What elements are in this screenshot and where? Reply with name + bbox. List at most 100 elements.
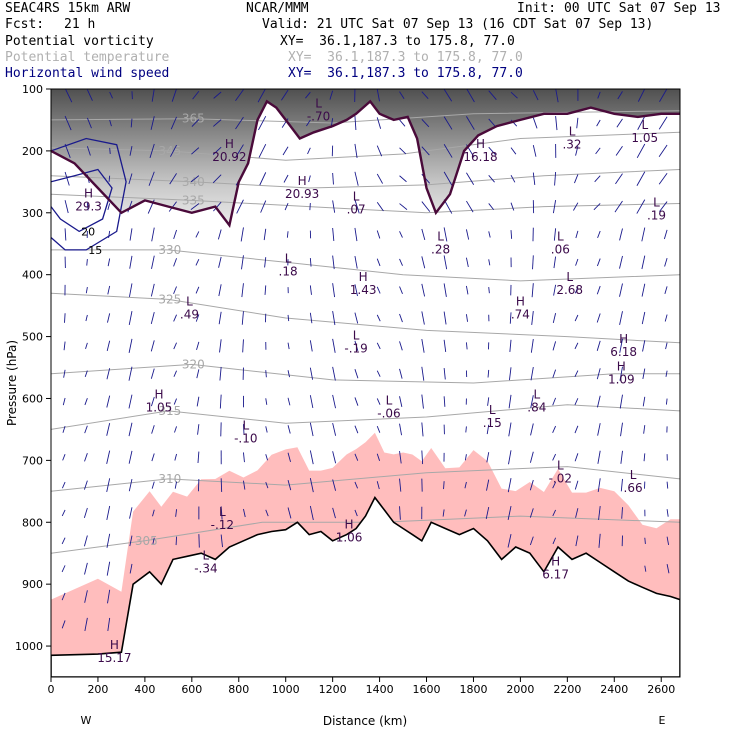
wind-vector bbox=[151, 227, 155, 242]
extremum-type: L bbox=[353, 329, 360, 343]
wind-vector bbox=[488, 203, 495, 211]
y-tick-label: 600 bbox=[22, 392, 43, 405]
wind-vector bbox=[354, 284, 358, 297]
wind-vector bbox=[574, 480, 579, 490]
y-tick-label: 700 bbox=[22, 454, 43, 467]
x-tick-label: 1400 bbox=[366, 683, 394, 696]
wind-vector bbox=[594, 175, 601, 183]
wind-vector bbox=[531, 310, 534, 326]
wind-vector bbox=[235, 116, 244, 130]
wind-vector bbox=[488, 287, 490, 294]
terrain-surface bbox=[51, 495, 680, 677]
wind-vector bbox=[151, 453, 155, 462]
wind-vector bbox=[332, 172, 334, 185]
wind-vector bbox=[659, 89, 668, 103]
wind-vector bbox=[576, 117, 579, 129]
wind-vector bbox=[443, 227, 448, 242]
wind-vector bbox=[265, 481, 269, 489]
wind-vector bbox=[129, 146, 133, 156]
wind-vector bbox=[574, 342, 579, 350]
wind-vector bbox=[287, 397, 291, 406]
wind-vector bbox=[464, 509, 467, 517]
theta-label-335: 335 bbox=[182, 193, 205, 207]
wind-vector bbox=[552, 200, 557, 214]
wind-vector bbox=[152, 537, 155, 544]
wind-vector bbox=[530, 423, 534, 436]
wind-vector bbox=[332, 255, 335, 270]
wind-vector bbox=[399, 91, 405, 99]
extremum-type: L bbox=[557, 459, 564, 473]
wind-vector bbox=[642, 368, 646, 379]
wind-vector bbox=[107, 203, 111, 210]
wind-vector bbox=[641, 227, 646, 242]
wind-vector bbox=[106, 450, 111, 464]
wind-vector bbox=[399, 231, 403, 238]
speed-label-15: 15 bbox=[88, 244, 102, 257]
extremum-value: .28 bbox=[431, 243, 450, 257]
wind-vector bbox=[465, 257, 469, 268]
wind-vector bbox=[552, 312, 557, 324]
wind-vector bbox=[354, 255, 358, 269]
wind-vector bbox=[217, 229, 222, 240]
speed-contour-20 bbox=[51, 168, 113, 233]
wind-vector bbox=[287, 370, 290, 378]
wind-vector bbox=[86, 202, 89, 211]
theta-label-340: 340 bbox=[182, 175, 205, 189]
wind-vector bbox=[243, 452, 245, 463]
extremum-value: -.10 bbox=[234, 431, 257, 445]
wind-vector bbox=[283, 174, 289, 183]
extremum-value: -.19 bbox=[344, 342, 367, 356]
wind-vector bbox=[195, 286, 200, 294]
theta-label-320: 320 bbox=[182, 357, 205, 371]
x-tick-label: 1800 bbox=[459, 683, 487, 696]
wind-vector bbox=[152, 509, 155, 517]
wind-vector bbox=[332, 479, 337, 491]
extremum-value: 1.05 bbox=[631, 131, 658, 145]
wind-vector bbox=[62, 453, 66, 461]
extremum-value: .32 bbox=[562, 137, 581, 151]
wind-vector bbox=[616, 118, 623, 128]
wind-vector bbox=[287, 314, 290, 322]
wind-vector bbox=[555, 116, 558, 131]
extremum-value: 15.17 bbox=[97, 651, 131, 665]
wind-vector bbox=[376, 117, 382, 129]
wind-vector bbox=[62, 481, 66, 489]
wind-vector bbox=[620, 450, 623, 464]
org-label: NCAR/MMM bbox=[246, 1, 309, 16]
wind-vector bbox=[128, 478, 133, 492]
wind-vector bbox=[242, 339, 244, 353]
wind-vector bbox=[191, 147, 200, 155]
wind-vector bbox=[109, 147, 111, 154]
wind-vector bbox=[574, 314, 579, 322]
y-tick-label: 100 bbox=[22, 83, 43, 96]
extremum-value: -.34 bbox=[194, 561, 217, 575]
wind-vector bbox=[530, 395, 534, 408]
wind-vector bbox=[421, 201, 431, 212]
wind-vector bbox=[575, 258, 579, 266]
wind-vector bbox=[354, 312, 359, 324]
stratospheric-pv-shading bbox=[51, 89, 680, 226]
wind-vector bbox=[421, 422, 424, 437]
wind-vector bbox=[332, 507, 336, 519]
wind-vector bbox=[376, 453, 381, 461]
wind-vector bbox=[107, 285, 111, 295]
wind-vector bbox=[106, 395, 111, 408]
wind-vector bbox=[151, 425, 155, 434]
wind-vector bbox=[220, 534, 223, 548]
extremum-type: H bbox=[476, 137, 485, 151]
wind-vector bbox=[399, 478, 402, 492]
wind-vector bbox=[619, 338, 623, 353]
wind-vector bbox=[63, 341, 66, 351]
wind-vector bbox=[220, 506, 223, 520]
wind-vector bbox=[614, 200, 623, 213]
x-tick-label: 0 bbox=[48, 683, 55, 696]
wind-vector bbox=[332, 200, 336, 213]
wind-vector bbox=[619, 311, 623, 325]
x-tick-label: 800 bbox=[228, 683, 249, 696]
wind-vector bbox=[243, 424, 245, 435]
wind-vector bbox=[61, 592, 66, 601]
wind-vector bbox=[575, 146, 579, 156]
pv-contours bbox=[51, 99, 680, 229]
wind-vector bbox=[129, 563, 133, 574]
